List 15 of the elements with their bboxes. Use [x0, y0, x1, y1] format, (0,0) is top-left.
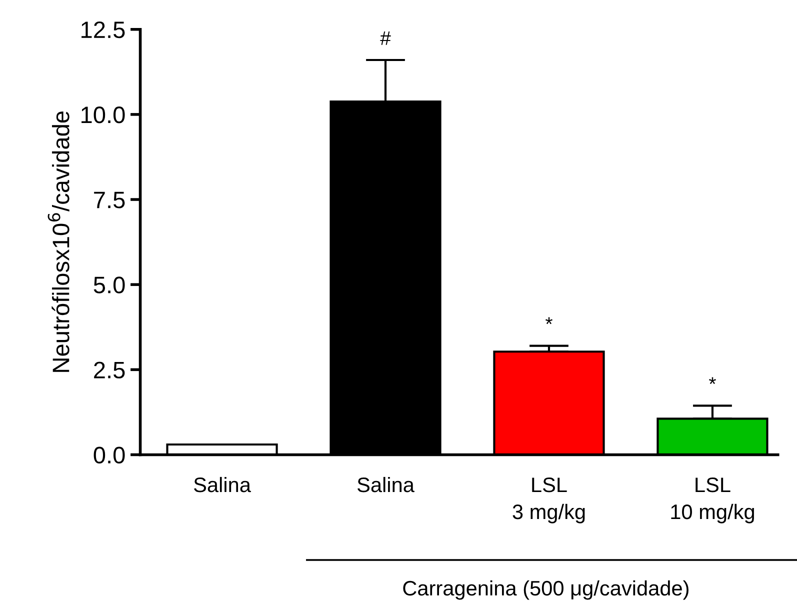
data-label: *	[546, 317, 552, 324]
x-tick-label: Salina	[357, 476, 414, 492]
y-tick-label: 7.5	[94, 192, 125, 208]
y-tick-label: 12.5	[82, 21, 125, 38]
data-label: *	[709, 377, 716, 384]
x-tick-label: LSL 10 mg/kg	[671, 477, 754, 524]
text: Carragenina (500 μg/cavidade)	[403, 580, 688, 600]
data-label: #	[380, 32, 391, 45]
y-axis-title: Neutrófilosx10$^{6}$/cavidade	[48, 111, 70, 372]
y-tick-label: 2.5	[94, 362, 125, 378]
x-tick-label: LSL 3 mg/kg	[512, 477, 585, 524]
x-tick-label: Salina	[194, 476, 251, 492]
y-tick-label: 0.0	[94, 446, 125, 464]
y-tick-label: 5.0	[94, 276, 125, 294]
y-tick-label: 10.0	[82, 106, 125, 124]
